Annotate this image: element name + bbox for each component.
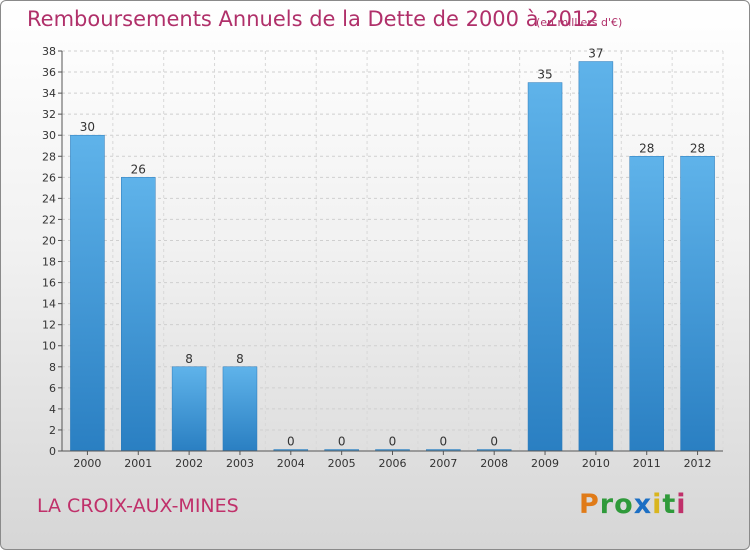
x-tick-label-2001: 2001 <box>124 457 152 470</box>
chart-subtitle: (en milliers d'€) <box>536 16 623 29</box>
x-tick-label-2008: 2008 <box>480 457 508 470</box>
value-label-2009: 35 <box>537 68 552 82</box>
y-tick-label: 4 <box>49 403 56 416</box>
bar-2000 <box>70 134 105 452</box>
y-tick-label: 6 <box>49 382 56 395</box>
bar-2009 <box>527 82 563 452</box>
y-tick-label: 18 <box>42 256 56 269</box>
y-tick-label: 34 <box>42 87 56 100</box>
y-tick-label: 20 <box>42 234 56 247</box>
y-tick-label: 2 <box>49 424 56 437</box>
x-tick-label-2006: 2006 <box>379 457 407 470</box>
y-tick-label: 26 <box>42 171 56 184</box>
y-tick-label: 10 <box>42 340 56 353</box>
x-tick-label-2000: 2000 <box>73 457 101 470</box>
x-tick-label-2010: 2010 <box>582 457 610 470</box>
bar-2003 <box>222 366 258 452</box>
x-tick-label-2007: 2007 <box>429 457 457 470</box>
value-label-2001: 26 <box>131 162 146 176</box>
bar-2002 <box>171 366 207 452</box>
location-name: LA CROIX-AUX-MINES <box>37 495 239 517</box>
y-tick-label: 36 <box>42 66 56 79</box>
value-label-2007: 0 <box>440 435 448 449</box>
x-tick-label-2009: 2009 <box>531 457 559 470</box>
bar-2012 <box>680 156 715 452</box>
y-tick-label: 22 <box>42 213 56 226</box>
x-tick-label-2004: 2004 <box>277 457 305 470</box>
y-tick-label: 30 <box>42 129 56 142</box>
x-tick-label-2002: 2002 <box>175 457 203 470</box>
value-label-2006: 0 <box>389 435 397 449</box>
value-label-2008: 0 <box>490 435 498 449</box>
value-label-2012: 28 <box>690 141 705 155</box>
bar-2001 <box>121 177 156 452</box>
y-tick-label: 32 <box>42 108 56 121</box>
chart-title: Remboursements Annuels de la Dette de 20… <box>27 7 599 31</box>
x-tick-label-2003: 2003 <box>226 457 254 470</box>
y-tick-label: 0 <box>49 445 56 458</box>
x-tick-label-2012: 2012 <box>684 457 712 470</box>
x-tick-label-2005: 2005 <box>328 457 356 470</box>
y-tick-label: 14 <box>42 298 56 311</box>
value-label-2011: 28 <box>639 141 654 155</box>
plot-area <box>62 51 723 451</box>
y-tick-label: 28 <box>42 150 56 163</box>
y-tick-label: 24 <box>42 192 56 205</box>
y-tick-label: 8 <box>49 361 56 374</box>
value-label-2004: 0 <box>287 435 295 449</box>
y-tick-label: 12 <box>42 319 56 332</box>
y-tick-label: 16 <box>42 277 56 290</box>
value-label-2000: 30 <box>80 120 95 134</box>
value-label-2003: 8 <box>236 352 244 366</box>
bar-2011 <box>629 156 664 452</box>
proxiti-logo: Proxiti <box>579 489 687 520</box>
value-label-2005: 0 <box>338 435 346 449</box>
bar-2010 <box>578 61 614 452</box>
value-label-2002: 8 <box>185 352 193 366</box>
y-tick-label: 38 <box>42 45 56 58</box>
value-label-2010: 37 <box>588 47 603 61</box>
x-tick-label-2011: 2011 <box>633 457 661 470</box>
